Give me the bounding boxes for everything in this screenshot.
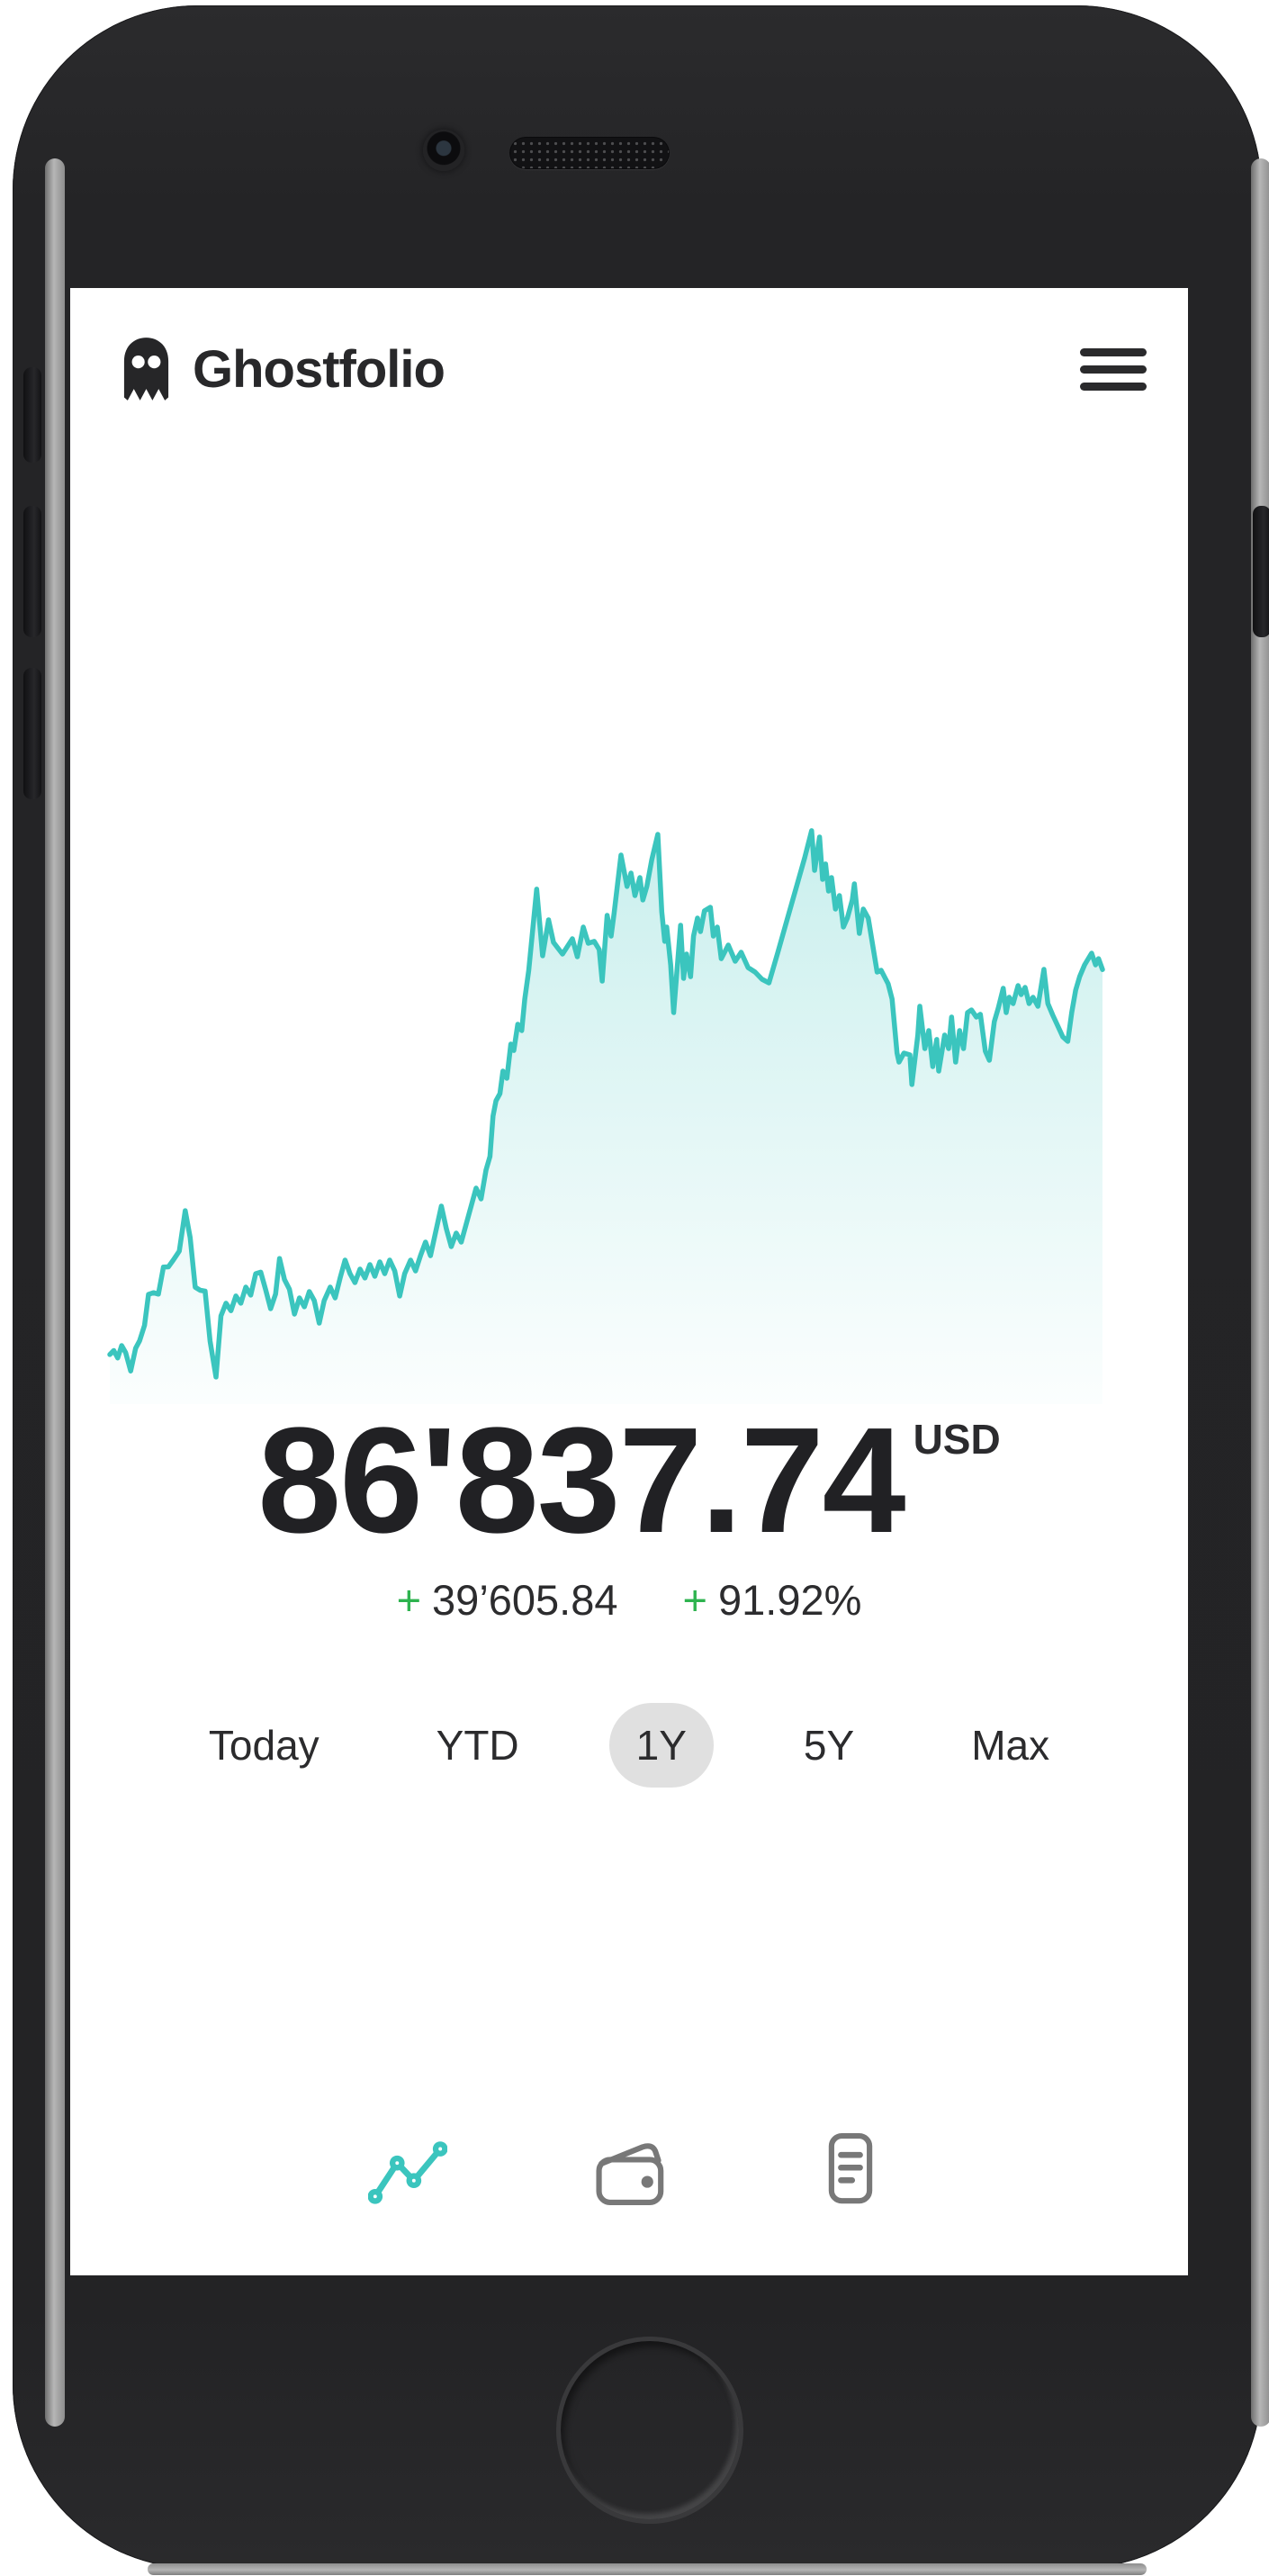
bottom-tab-bar [70,2130,1188,2209]
change-absolute-sign: + [396,1576,422,1624]
phone-bottom-rail [148,2563,1147,2575]
range-ytd[interactable]: YTD [436,1722,519,1769]
home-button [556,2337,743,2524]
range-1y[interactable]: 1Y [608,1703,714,1788]
date-range-selector: Today YTD 1Y 5Y Max [70,1703,1188,1788]
power-button [1253,506,1269,637]
change-percent: + 91.92% [683,1575,862,1625]
tab-performance[interactable] [368,2130,447,2209]
mute-switch [23,367,41,463]
chart-area-fill [110,830,1102,1404]
change-percent-value: 91.92% [717,1576,862,1624]
app-header: Ghostfolio [70,288,1188,414]
portfolio-performance-chart[interactable] [107,792,1105,1404]
chart-line [107,828,1105,1380]
hamburger-menu-icon[interactable] [1080,343,1147,396]
volume-up-button [23,506,41,637]
volume-down-button [23,668,41,799]
change-absolute: + 39’605.84 [397,1575,618,1625]
currency-label: USD [913,1416,1001,1463]
change-absolute-value: 39’605.84 [432,1576,618,1624]
ghost-icon [123,338,169,401]
line-chart-icon [368,2141,447,2204]
portfolio-total-value: 86'837.74 [257,1397,905,1564]
performance-changes: + 39’605.84 + 91.92% [70,1575,1188,1625]
document-icon [828,2132,873,2204]
change-percent-sign: + [682,1576,707,1624]
range-today[interactable]: Today [208,1722,320,1769]
tab-wealth[interactable] [590,2130,669,2209]
phone-right-rail [1251,158,1269,2427]
app-screen: Ghostfolio 86'837.74 USD + 39’605.84 [70,288,1188,2275]
range-max[interactable]: Max [971,1722,1050,1769]
phone-left-rail [45,158,65,2427]
app-logo[interactable]: Ghostfolio [120,334,446,404]
portfolio-chart [107,828,1105,1404]
tab-activities[interactable] [811,2130,890,2209]
wallet-icon [596,2143,664,2206]
earpiece-speaker [509,137,670,169]
page-title: Ghostfolio [193,339,446,399]
range-5y[interactable]: 5Y [803,1722,855,1769]
portfolio-value-block: 86'837.74 USD [70,1406,1188,1556]
front-camera [423,130,464,171]
